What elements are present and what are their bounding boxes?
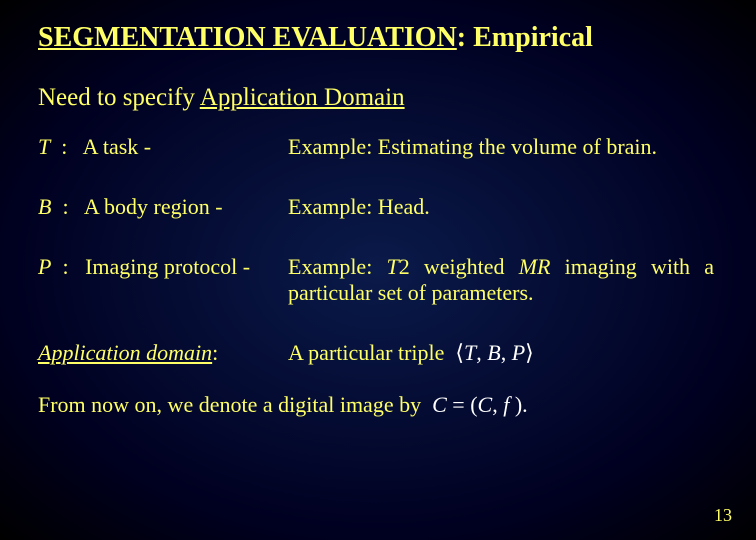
appdom-label: Application domain: [38, 340, 212, 365]
sym-b: B: [38, 194, 51, 219]
row-p: P : Imaging protocol - Example: T2 weigh…: [38, 254, 718, 340]
bottom-text: From now on, we denote a digital image b…: [38, 392, 421, 417]
row-p-left: P : Imaging protocol -: [38, 254, 288, 340]
sym-t: T: [38, 134, 50, 159]
page-number: 13: [714, 505, 732, 526]
slide-title: SEGMENTATION EVALUATION: Empirical: [38, 22, 718, 54]
appdom-right: A particular triple ⟨T, B, P⟩: [288, 340, 718, 392]
appdom-colon: :: [212, 340, 218, 365]
label-t: A task -: [83, 134, 151, 159]
subhead-plain: Need to specify: [38, 84, 200, 111]
bottom-eq: C = (C, f ).: [432, 392, 528, 417]
appdom-left: Application domain:: [38, 340, 288, 392]
example-t: Example: Estimating the volume of brain.: [288, 134, 657, 159]
bottom-line: From now on, we denote a digital image b…: [38, 392, 718, 418]
example-b: Example: Head.: [288, 194, 430, 219]
definition-rows: T : A task - Example: Estimating the vol…: [38, 134, 718, 392]
row-p-right: Example: T2 weighted MR imaging with a p…: [288, 254, 718, 340]
row-b-right: Example: Head.: [288, 194, 718, 254]
row-appdom: Application domain: A particular triple …: [38, 340, 718, 392]
sym-p: P: [38, 254, 51, 279]
example-p-mid1: 2 weighted: [399, 254, 519, 279]
example-p-it2: MR: [519, 254, 551, 279]
subhead-underlined: Application Domain: [200, 84, 405, 111]
row-b: B : A body region - Example: Head.: [38, 194, 718, 254]
sep-b: :: [62, 194, 68, 219]
row-b-left: B : A body region -: [38, 194, 288, 254]
subhead: Need to specify Application Domain: [38, 84, 718, 112]
row-t: T : A task - Example: Estimating the vol…: [38, 134, 718, 194]
slide: SEGMENTATION EVALUATION: Empirical Need …: [0, 0, 756, 540]
row-t-right: Example: Estimating the volume of brain.: [288, 134, 718, 194]
row-t-left: T : A task -: [38, 134, 288, 194]
title-underlined: SEGMENTATION EVALUATION: [38, 22, 457, 53]
appdom-text: A particular triple: [288, 340, 444, 365]
label-b: A body region -: [84, 194, 223, 219]
sep-t: :: [61, 134, 67, 159]
example-p-pre: Example:: [288, 254, 386, 279]
sep-p: :: [62, 254, 68, 279]
label-p: Imaging protocol -: [85, 254, 250, 279]
triple: ⟨T, B, P⟩: [455, 340, 533, 365]
example-p-it1: T: [386, 254, 398, 279]
title-rest: : Empirical: [457, 22, 593, 53]
